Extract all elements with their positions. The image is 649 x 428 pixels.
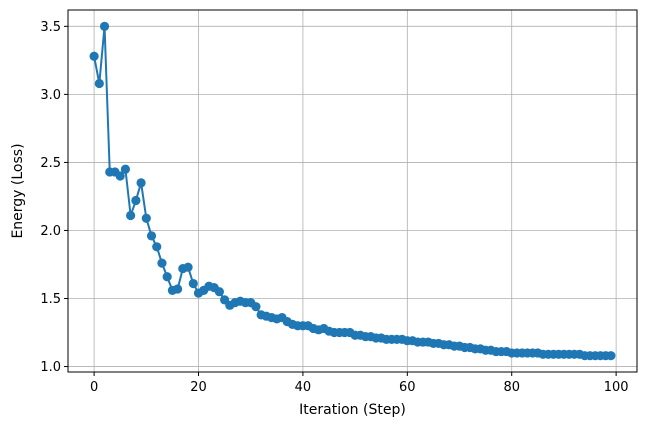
ticks: 0 20 40 60 80 100 1.0 1.5 2.0 2.5 3.0 3.5 — [40, 20, 628, 395]
plot-frame — [67, 9, 638, 373]
data-point — [183, 262, 193, 272]
y-tick-label: 2.0 — [40, 224, 61, 239]
x-tick-label: 80 — [503, 380, 520, 395]
data-point — [214, 287, 224, 297]
data-point — [131, 195, 141, 206]
data-point — [115, 171, 125, 181]
data-point — [120, 164, 131, 174]
y-tick-label: 1.0 — [40, 360, 61, 375]
markers-layer — [89, 21, 616, 361]
y-tick-label: 1.5 — [40, 292, 61, 307]
x-tick-label: 20 — [190, 380, 207, 395]
y-tick-label: 3.0 — [40, 88, 61, 103]
y-tick-label: 3.5 — [40, 20, 61, 35]
data-point — [173, 284, 183, 294]
x-tick-label: 40 — [295, 380, 312, 395]
data-point — [157, 258, 167, 268]
data-point — [89, 51, 99, 61]
data-point — [251, 302, 261, 312]
data-point — [162, 272, 172, 282]
series-line — [93, 25, 611, 357]
series-line-layer — [93, 25, 611, 357]
x-tick-label: 0 — [90, 380, 98, 395]
y-tick-label: 2.5 — [40, 156, 61, 171]
x-axis-label: Iteration (Step) — [299, 402, 406, 418]
data-point — [152, 242, 162, 252]
x-tick-label: 60 — [399, 380, 416, 395]
data-point — [94, 78, 104, 89]
data-point — [141, 213, 151, 223]
data-point — [99, 21, 110, 31]
data-point — [188, 278, 198, 289]
data-point — [136, 178, 146, 188]
data-point — [126, 210, 136, 221]
x-tick-label: 100 — [604, 380, 629, 395]
data-point — [606, 351, 616, 361]
y-axis-label: Energy (Loss) — [10, 143, 26, 238]
grid — [68, 10, 637, 372]
data-point — [146, 231, 157, 241]
